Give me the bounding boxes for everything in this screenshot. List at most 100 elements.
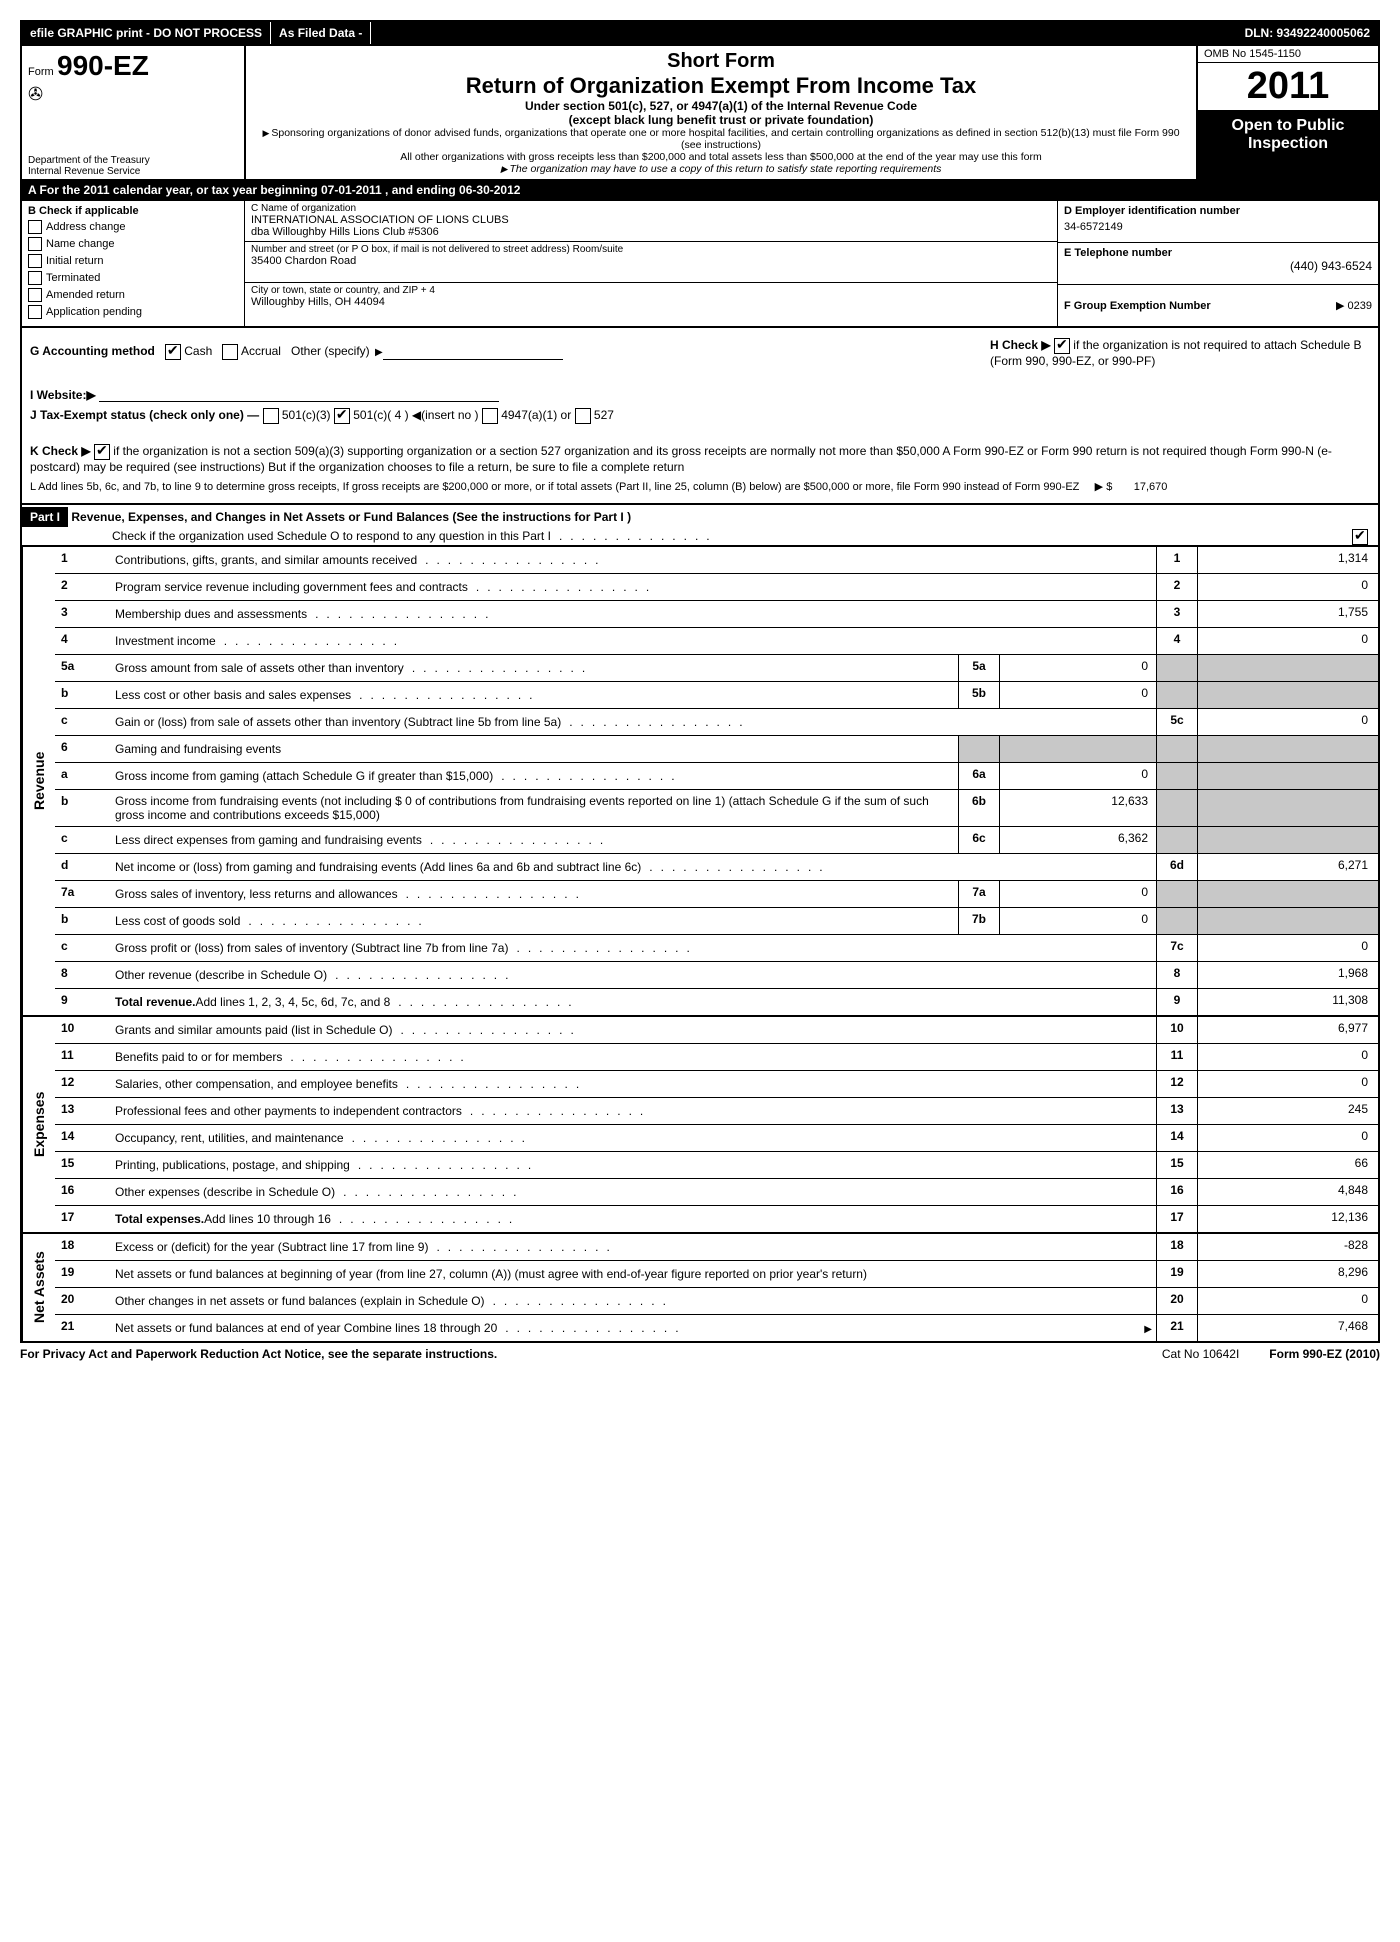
- line-desc: Less direct expenses from gaming and fun…: [111, 827, 958, 853]
- line-num: 19: [55, 1261, 111, 1287]
- outer-num: [1156, 790, 1197, 826]
- chk-cash[interactable]: [165, 344, 181, 360]
- line-a: aGross income from gaming (attach Schedu…: [55, 763, 1378, 790]
- outer-num: 18: [1156, 1234, 1197, 1260]
- outer-num: 17: [1156, 1206, 1197, 1232]
- form-header: Form 990-EZ ✇ Department of the Treasury…: [20, 46, 1380, 181]
- chk-schedule-b-not-required[interactable]: [1054, 338, 1070, 354]
- j-label: J Tax-Exempt status (check only one) —: [30, 408, 259, 422]
- page-footer: For Privacy Act and Paperwork Reduction …: [20, 1343, 1380, 1365]
- section-b-c-def: B Check if applicable Address change Nam…: [20, 201, 1380, 328]
- outer-num: 9: [1156, 989, 1197, 1015]
- line-num: c: [55, 709, 111, 735]
- outer-num: 4: [1156, 628, 1197, 654]
- dots: ................: [649, 860, 1152, 874]
- dots: ................: [470, 1104, 1152, 1118]
- chk-k[interactable]: [94, 444, 110, 460]
- chk-schedule-o-part1[interactable]: [1352, 529, 1368, 545]
- line-num: b: [55, 682, 111, 708]
- line-desc: Net assets or fund balances at end of ye…: [111, 1315, 1156, 1341]
- dots: ................: [476, 580, 1152, 594]
- line-num: 3: [55, 601, 111, 627]
- line-desc: Contributions, gifts, grants, and simila…: [111, 547, 1156, 573]
- line-desc: Grants and similar amounts paid (list in…: [111, 1017, 1156, 1043]
- note3: The organization may have to use a copy …: [510, 163, 942, 175]
- line-num: b: [55, 790, 111, 826]
- line-desc: Total expenses. Add lines 10 through 16.…: [111, 1206, 1156, 1232]
- outer-val: 11,308: [1197, 989, 1378, 1015]
- inner-val: 0: [999, 763, 1156, 789]
- line-num: 14: [55, 1125, 111, 1151]
- org-name-1: INTERNATIONAL ASSOCIATION OF LIONS CLUBS: [251, 214, 1051, 226]
- form-990ez: efile GRAPHIC print - DO NOT PROCESS As …: [20, 20, 1380, 1365]
- revenue-ledger: Revenue 1Contributions, gifts, grants, a…: [20, 547, 1380, 1017]
- chk-terminated[interactable]: [28, 271, 42, 285]
- line-desc: Program service revenue including govern…: [111, 574, 1156, 600]
- line-9: 9Total revenue. Add lines 1, 2, 3, 4, 5c…: [55, 989, 1378, 1015]
- k-text: if the organization is not a section 509…: [30, 444, 1332, 474]
- chk-address-change[interactable]: [28, 220, 42, 234]
- l-amt-label: ▶ $: [1095, 481, 1113, 493]
- line-desc: Other revenue (describe in Schedule O)..…: [111, 962, 1156, 988]
- outer-val: [1197, 655, 1378, 681]
- chk-4947[interactable]: [482, 408, 498, 424]
- outer-val: [1197, 908, 1378, 934]
- website-input[interactable]: [99, 389, 499, 402]
- outer-num: 20: [1156, 1288, 1197, 1314]
- part-1-sub: Check if the organization used Schedule …: [112, 529, 551, 545]
- outer-val: [1197, 790, 1378, 826]
- col-b-title: B Check if applicable: [28, 205, 238, 217]
- note2: All other organizations with gross recei…: [256, 151, 1186, 163]
- line-desc: Other expenses (describe in Schedule O).…: [111, 1179, 1156, 1205]
- footer-right: Form 990-EZ (2010): [1269, 1347, 1380, 1361]
- line-desc: Investment income................: [111, 628, 1156, 654]
- chk-accrual[interactable]: [222, 344, 238, 360]
- outer-val: 12,136: [1197, 1206, 1378, 1232]
- line-num: 12: [55, 1071, 111, 1097]
- outer-num: [1156, 655, 1197, 681]
- inner-num: 6c: [958, 827, 999, 853]
- form-prefix: Form: [28, 66, 54, 78]
- line-desc: Gross amount from sale of assets other t…: [111, 655, 958, 681]
- chk-527[interactable]: [575, 408, 591, 424]
- chk-pending[interactable]: [28, 305, 42, 319]
- revenue-side-label: Revenue: [22, 547, 55, 1015]
- ein-value: 34-6572149: [1064, 221, 1372, 233]
- l-amt: 17,670: [1134, 481, 1168, 493]
- line-14: 14Occupancy, rent, utilities, and mainte…: [55, 1125, 1378, 1152]
- inner-num: 6b: [958, 790, 999, 826]
- dots: ................: [359, 688, 954, 702]
- outer-num: 14: [1156, 1125, 1197, 1151]
- chk-amended[interactable]: [28, 288, 42, 302]
- group-exempt-label: F Group Exemption Number: [1064, 300, 1328, 312]
- outer-num: 8: [1156, 962, 1197, 988]
- dots: ................: [412, 661, 954, 675]
- line-desc: Gain or (loss) from sale of assets other…: [111, 709, 1156, 735]
- line-5a: 5aGross amount from sale of assets other…: [55, 655, 1378, 682]
- chk-name-change[interactable]: [28, 237, 42, 251]
- line-num: 17: [55, 1206, 111, 1232]
- main-title: Return of Organization Exempt From Incom…: [256, 73, 1186, 99]
- city-label: City or town, state or country, and ZIP …: [251, 285, 1051, 296]
- lbl-501c: 501(c)( 4 ) ◀(insert no ): [353, 408, 478, 422]
- chk-initial-return[interactable]: [28, 254, 42, 268]
- other-specify-input[interactable]: [383, 347, 563, 360]
- line-c: cLess direct expenses from gaming and fu…: [55, 827, 1378, 854]
- chk-501c[interactable]: [334, 408, 350, 424]
- outer-val: [1197, 827, 1378, 853]
- header-middle: Short Form Return of Organization Exempt…: [246, 46, 1196, 179]
- ein-label: D Employer identification number: [1064, 205, 1372, 217]
- dots: ................: [569, 715, 1152, 729]
- line-num: 10: [55, 1017, 111, 1043]
- lbl-address-change: Address change: [46, 221, 126, 233]
- outer-val: [1197, 881, 1378, 907]
- short-form-label: Short Form: [256, 50, 1186, 73]
- outer-val: 0: [1197, 574, 1378, 600]
- outer-num: 1: [1156, 547, 1197, 573]
- chk-501c3[interactable]: [263, 408, 279, 424]
- inner-val: 0: [999, 655, 1156, 681]
- outer-num: 10: [1156, 1017, 1197, 1043]
- line-desc: Excess or (deficit) for the year (Subtra…: [111, 1234, 1156, 1260]
- l-text: L Add lines 5b, 6c, and 7b, to line 9 to…: [30, 481, 1079, 493]
- outer-val: 66: [1197, 1152, 1378, 1178]
